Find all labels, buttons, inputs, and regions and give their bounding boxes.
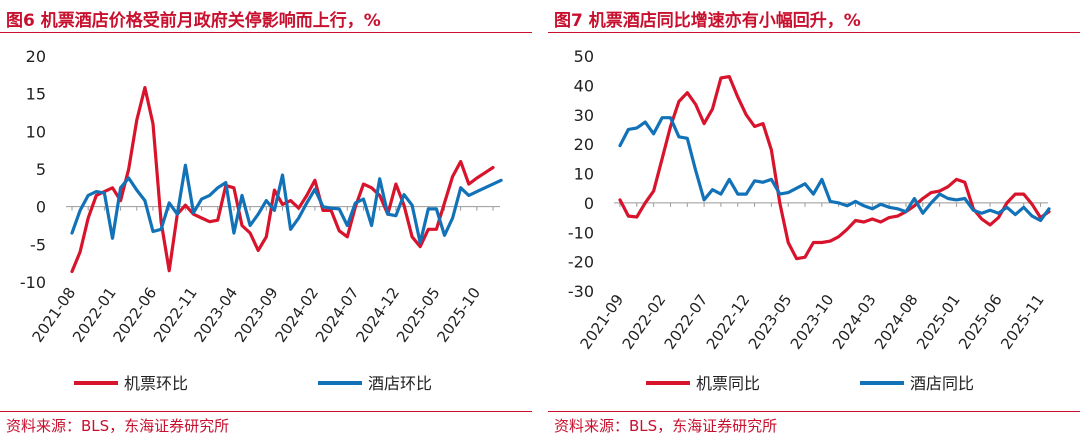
figure-7-chart: -30-20-10010203040502021-092022-022022-0… bbox=[568, 47, 1051, 393]
y-tick-label: 50 bbox=[574, 47, 594, 66]
figure-6-title: 图6 机票酒店价格受前月政府关停影响而上行，% bbox=[6, 11, 381, 31]
figure-6-bottom-rule bbox=[0, 411, 532, 412]
y-tick-label: -10 bbox=[568, 223, 594, 242]
figure-7-title: 图7 机票酒店同比增速亦有小幅回升，% bbox=[554, 11, 861, 31]
series-line-hotel bbox=[618, 116, 1051, 223]
figure-7-source: 资料来源：BLS，东海证券研究所 bbox=[554, 417, 778, 435]
y-tick-label: -30 bbox=[568, 282, 594, 301]
series-line-airfare bbox=[70, 85, 495, 274]
y-tick-label: 10 bbox=[574, 165, 594, 184]
y-tick-label: 15 bbox=[26, 85, 46, 104]
legend-label: 酒店环比 bbox=[368, 374, 432, 393]
figure-7-panel: 图7 机票酒店同比增速亦有小幅回升，% -30 -20 -10 0 10 20 30 40 50… bbox=[548, 0, 1080, 446]
x-tick-label: 2025-11 bbox=[997, 291, 1048, 353]
legend-label: 酒店同比 bbox=[910, 374, 974, 393]
y-tick-label: 0 bbox=[36, 198, 46, 217]
y-tick-label: 0 bbox=[584, 194, 594, 213]
y-tick-label: 30 bbox=[574, 106, 594, 125]
y-tick-label: 10 bbox=[26, 122, 46, 141]
y-tick-label: 20 bbox=[574, 135, 594, 154]
y-tick-label: 5 bbox=[36, 160, 46, 179]
figure-7-top-rule bbox=[548, 32, 1080, 33]
y-tick-label: -5 bbox=[30, 235, 46, 254]
series-line-hotel bbox=[70, 163, 503, 245]
y-tick-label: 20 bbox=[26, 47, 46, 66]
figure-6-panel: 图6 机票酒店价格受前月政府关停影响而上行，% -10 -5 0 5 10 15 20 202… bbox=[0, 0, 532, 446]
y-tick-label: -10 bbox=[20, 273, 46, 292]
figure-6-source: 资料来源：BLS，东海证券研究所 bbox=[6, 417, 230, 435]
figure-7-bottom-rule bbox=[548, 411, 1080, 412]
legend-label: 机票环比 bbox=[124, 374, 188, 393]
legend-label: 机票同比 bbox=[696, 374, 760, 393]
figure-6-chart: -10-5051015202021-082022-012022-062022-1… bbox=[20, 47, 503, 393]
figure-6-top-rule bbox=[0, 32, 532, 33]
y-tick-label: 40 bbox=[574, 76, 594, 95]
y-tick-label: -20 bbox=[568, 253, 594, 272]
series-line-airfare bbox=[618, 74, 1051, 261]
